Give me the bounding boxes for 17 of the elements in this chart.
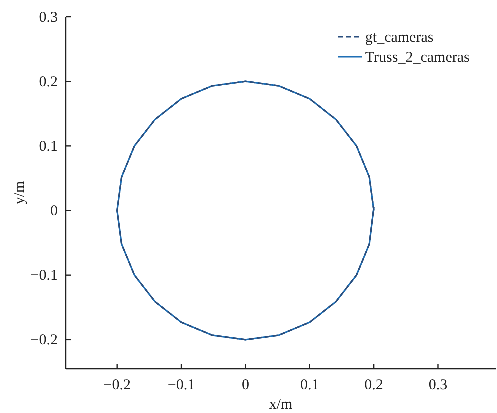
y-tick-label: 0 [50, 204, 58, 220]
x-tick-label: 0.3 [428, 378, 448, 394]
x-tick-label: 0.1 [300, 378, 320, 394]
x-tick-label: 0 [242, 378, 250, 394]
x-tick-label: −0.1 [168, 378, 196, 394]
legend-label: gt_cameras [365, 30, 434, 46]
y-tick-label: 0.3 [39, 10, 58, 26]
legend-label: Truss_2_cameras [365, 50, 470, 66]
y-axis-title: y/m [12, 181, 28, 205]
x-tick-label: 0.2 [364, 378, 384, 394]
y-tick-label: 0.1 [39, 138, 58, 155]
x-tick-label: −0.2 [104, 378, 131, 394]
y-tick-label: −0.1 [30, 268, 58, 284]
line-series [116, 80, 375, 341]
y-tick-label: −0.2 [30, 332, 58, 349]
x-axis-title: x/m [269, 397, 293, 413]
y-tick-label: 0.2 [39, 74, 58, 90]
